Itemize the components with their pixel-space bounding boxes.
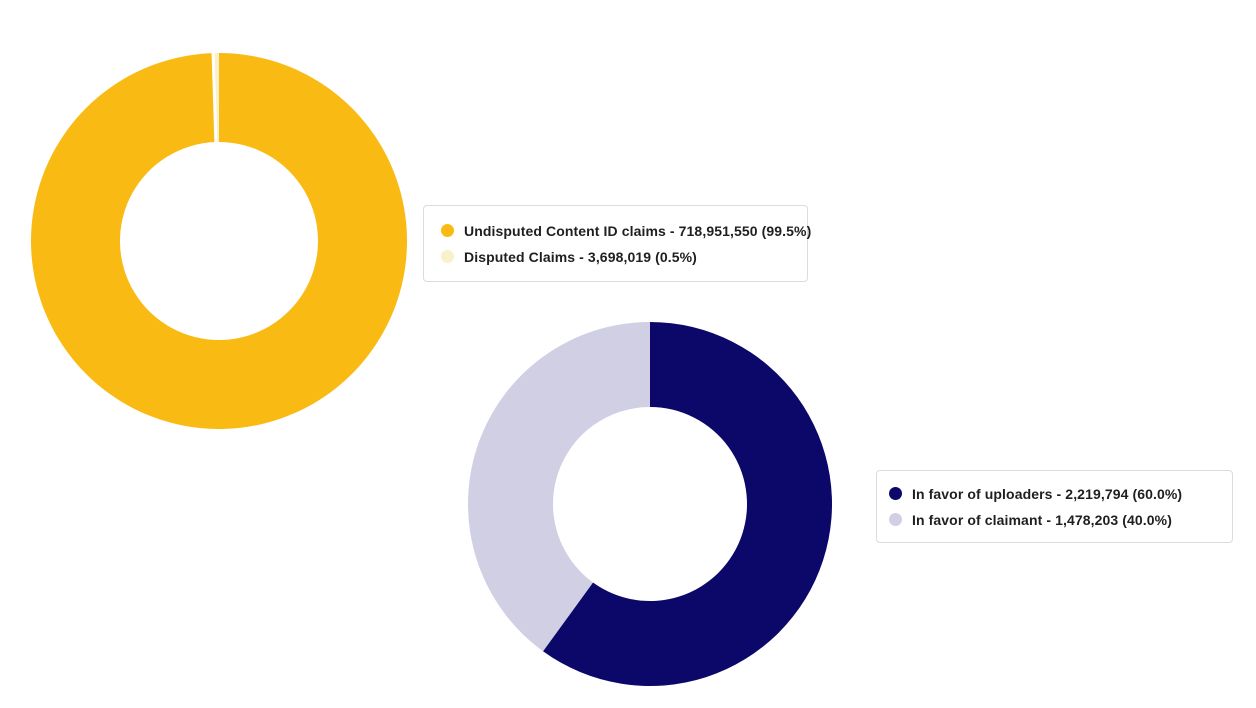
legend-swatch-undisputed-claims [441,224,454,237]
legend-item-undisputed-claims: Undisputed Content ID claims - 718,951,5… [441,218,811,244]
legend-swatch-disputed-claims [441,250,454,263]
content-id-claims-donut-chart [31,53,407,429]
legend-item-favor-uploaders: In favor of uploaders - 2,219,794 (60.0%… [889,481,1232,507]
legend-label-undisputed-claims: Undisputed Content ID claims - 718,951,5… [464,222,812,239]
donut-slice-undisputed-content-id-claims[interactable] [31,53,407,429]
donut-slice-in-favor-of-claimant[interactable] [468,322,650,652]
legend-item-favor-claimant: In favor of claimant - 1,478,203 (40.0%) [889,507,1232,533]
content-id-claims-legend: Undisputed Content ID claims - 718,951,5… [423,205,811,282]
legend-swatch-favor-claimant [889,513,902,526]
legend-label-disputed-claims: Disputed Claims - 3,698,019 (0.5%) [464,248,697,265]
legend-label-favor-uploaders: In favor of uploaders - 2,219,794 (60.0%… [912,485,1183,502]
legend-item-disputed-claims: Disputed Claims - 3,698,019 (0.5%) [441,244,807,270]
legend-swatch-favor-uploaders [889,487,902,500]
dispute-resolution-legend: In favor of uploaders - 2,219,794 (60.0%… [876,470,1233,543]
legend-label-favor-claimant: In favor of claimant - 1,478,203 (40.0%) [912,511,1172,528]
dispute-resolution-donut-chart [468,322,832,686]
slice-separator [211,53,218,144]
donut-slice-in-favor-of-uploaders[interactable] [543,322,832,686]
